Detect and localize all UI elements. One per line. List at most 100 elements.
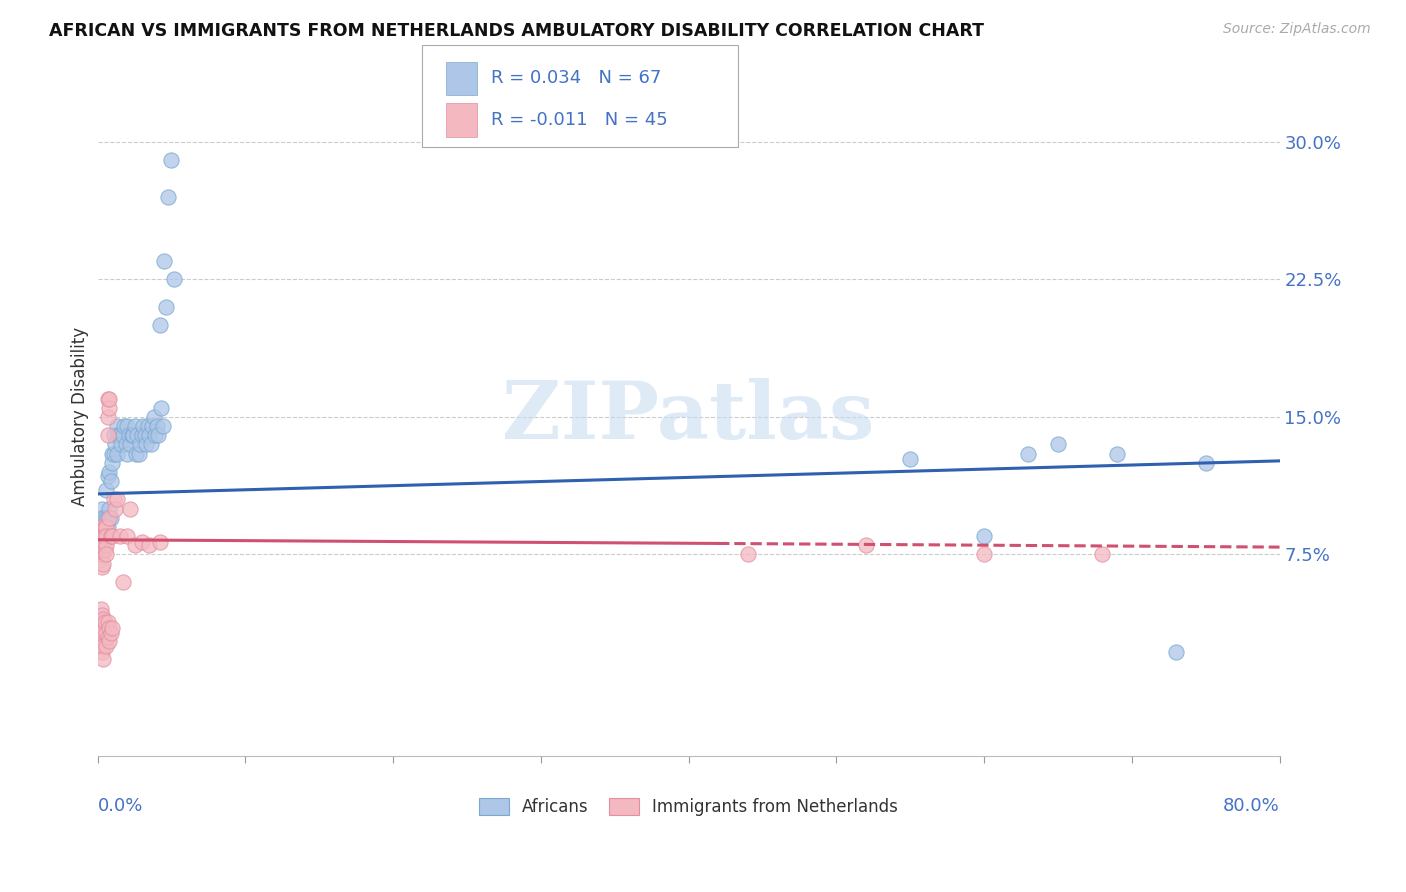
Point bbox=[120, 437, 142, 451]
Point bbox=[101, 529, 124, 543]
Point bbox=[115, 446, 138, 460]
Point bbox=[97, 510, 120, 524]
Point bbox=[94, 615, 117, 630]
Point bbox=[155, 300, 177, 314]
Point bbox=[128, 446, 150, 460]
Point bbox=[96, 626, 118, 640]
Point bbox=[124, 538, 146, 552]
Point bbox=[96, 529, 118, 543]
Point bbox=[100, 474, 122, 488]
Point bbox=[163, 272, 186, 286]
Point bbox=[141, 419, 163, 434]
Point bbox=[96, 538, 118, 552]
Point bbox=[89, 529, 111, 543]
Point bbox=[117, 428, 139, 442]
Point bbox=[143, 428, 166, 442]
Point bbox=[87, 621, 110, 635]
Point bbox=[146, 428, 169, 442]
Point bbox=[97, 615, 120, 630]
Text: R = -0.011   N = 45: R = -0.011 N = 45 bbox=[491, 112, 668, 129]
Point bbox=[87, 626, 110, 640]
Point bbox=[93, 557, 115, 571]
Point bbox=[103, 492, 125, 507]
Point bbox=[87, 529, 110, 543]
Point bbox=[135, 437, 157, 451]
Point bbox=[93, 652, 115, 666]
Point bbox=[91, 534, 114, 549]
Point bbox=[108, 428, 131, 442]
Point bbox=[131, 534, 153, 549]
Point bbox=[138, 538, 160, 552]
Point bbox=[91, 541, 114, 556]
Point bbox=[112, 419, 135, 434]
Point bbox=[89, 615, 111, 630]
Point bbox=[97, 392, 120, 406]
Point bbox=[97, 630, 120, 644]
Point bbox=[91, 645, 114, 659]
Point bbox=[100, 529, 122, 543]
Point bbox=[121, 428, 143, 442]
Point bbox=[97, 428, 120, 442]
Point bbox=[104, 501, 127, 516]
Point bbox=[973, 529, 995, 543]
Point bbox=[1046, 437, 1069, 451]
Point bbox=[89, 520, 111, 534]
Point bbox=[89, 548, 111, 562]
Point bbox=[97, 468, 120, 483]
Point bbox=[96, 520, 118, 534]
Point bbox=[97, 409, 120, 424]
Point bbox=[98, 501, 121, 516]
Point bbox=[98, 392, 121, 406]
Point bbox=[93, 624, 115, 639]
Point bbox=[98, 465, 121, 479]
Point bbox=[94, 541, 117, 556]
Point bbox=[152, 419, 174, 434]
Point bbox=[1091, 548, 1114, 562]
Point bbox=[100, 626, 122, 640]
Point bbox=[101, 621, 124, 635]
Point bbox=[93, 510, 115, 524]
Point bbox=[94, 520, 117, 534]
Point bbox=[94, 520, 117, 534]
Point bbox=[100, 510, 122, 524]
Point bbox=[93, 639, 115, 653]
Point bbox=[93, 548, 115, 562]
Point bbox=[111, 574, 134, 589]
Point bbox=[87, 633, 110, 648]
Point bbox=[1195, 456, 1218, 470]
Point bbox=[87, 510, 110, 524]
Point bbox=[134, 428, 156, 442]
Point bbox=[91, 524, 114, 538]
Point bbox=[139, 437, 162, 451]
Point bbox=[89, 602, 111, 616]
Point bbox=[89, 529, 111, 543]
Point bbox=[87, 538, 110, 552]
Point bbox=[91, 560, 114, 574]
Point bbox=[108, 529, 131, 543]
Point bbox=[129, 437, 152, 451]
Point bbox=[114, 437, 136, 451]
Point bbox=[96, 548, 118, 562]
Point bbox=[93, 612, 115, 626]
Point bbox=[91, 607, 114, 622]
Point bbox=[107, 428, 129, 442]
Point bbox=[898, 452, 921, 467]
Text: ZIPatlas: ZIPatlas bbox=[502, 378, 875, 456]
Y-axis label: Ambulatory Disability: Ambulatory Disability bbox=[72, 327, 89, 507]
Point bbox=[110, 437, 132, 451]
Point bbox=[160, 153, 183, 167]
Point bbox=[103, 446, 125, 460]
Text: Source: ZipAtlas.com: Source: ZipAtlas.com bbox=[1223, 22, 1371, 37]
Text: AFRICAN VS IMMIGRANTS FROM NETHERLANDS AMBULATORY DISABILITY CORRELATION CHART: AFRICAN VS IMMIGRANTS FROM NETHERLANDS A… bbox=[49, 22, 984, 40]
Point bbox=[111, 428, 134, 442]
Point bbox=[136, 419, 159, 434]
Text: 80.0%: 80.0% bbox=[1223, 797, 1279, 815]
Point bbox=[1105, 446, 1128, 460]
Point bbox=[145, 419, 167, 434]
Point bbox=[122, 428, 145, 442]
Legend: Africans, Immigrants from Netherlands: Africans, Immigrants from Netherlands bbox=[472, 791, 905, 822]
Point bbox=[150, 401, 173, 415]
Point bbox=[89, 520, 111, 534]
Point bbox=[1017, 446, 1039, 460]
Point bbox=[98, 510, 121, 524]
